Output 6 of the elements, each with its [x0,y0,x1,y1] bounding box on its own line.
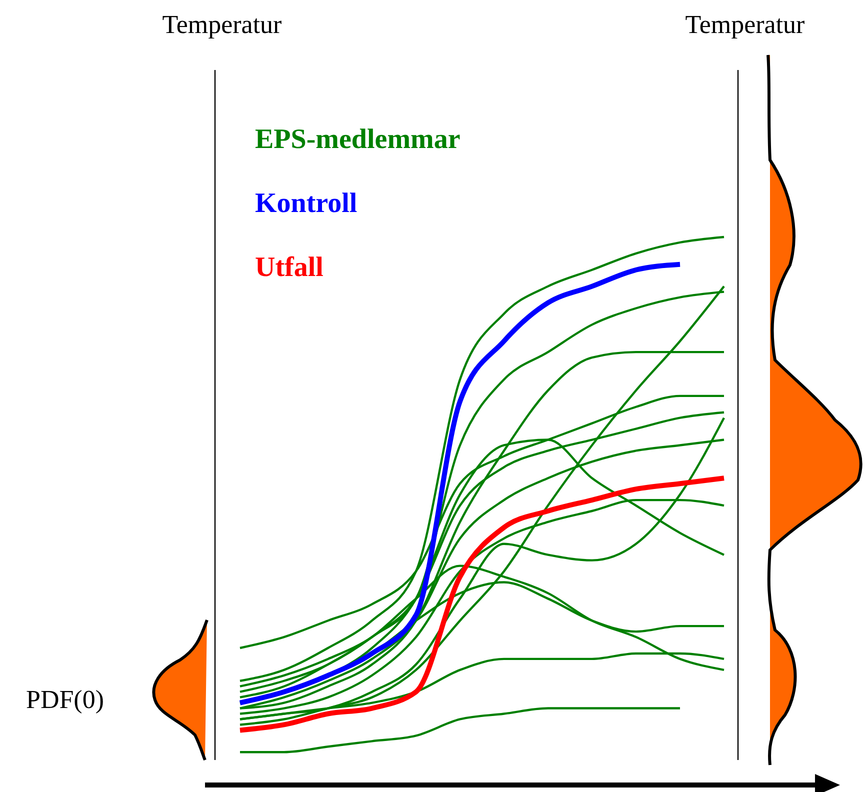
text: Kontroll [255,188,358,219]
text: EPS-medlemmar [255,124,460,155]
text: Utfall [255,252,324,283]
text: Temperatur [685,10,806,39]
text: PDF(0) [26,685,104,714]
text: Temperatur [162,10,282,39]
